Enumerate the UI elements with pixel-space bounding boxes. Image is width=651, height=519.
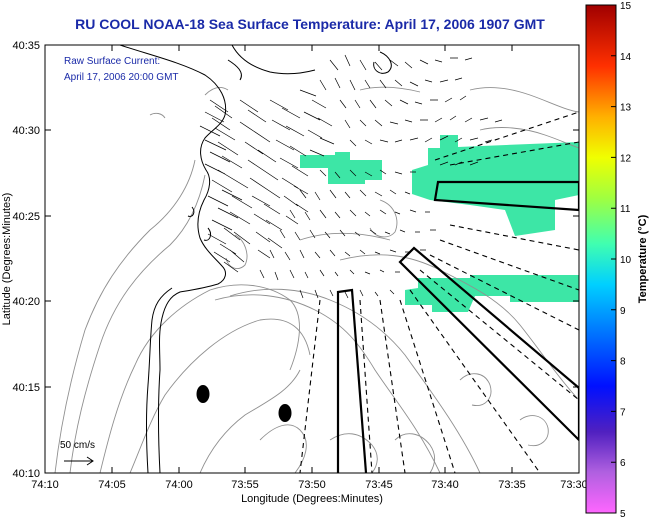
y-tick-label: 40:15 <box>12 382 40 394</box>
x-tick-label: 74:10 <box>31 479 59 491</box>
y-tick-label: 40:30 <box>12 125 40 137</box>
y-tick-label: 40:20 <box>12 296 40 308</box>
radar-site-marker-1 <box>196 385 210 403</box>
colorbar-tick-label: 15 <box>620 1 632 12</box>
colorbar-tick-label: 12 <box>620 153 632 164</box>
surface-current-vectors <box>199 54 503 299</box>
colorbar-tick-label: 11 <box>620 204 631 215</box>
axis-ticks <box>44 44 580 474</box>
y-tick-label: 40:35 <box>12 40 40 52</box>
x-tick-label: 74:00 <box>165 479 193 491</box>
y-tick-labels: 40:35 40:30 40:25 40:20 40:15 40:10 <box>12 40 40 480</box>
radar-coverage-lines <box>299 111 579 473</box>
y-tick-label: 40:10 <box>12 468 40 480</box>
colorbar-tick-label: 6 <box>620 458 626 469</box>
annotation-line-2: April 17, 2006 20:00 GMT <box>64 72 179 83</box>
y-tick-label: 40:25 <box>12 211 40 223</box>
scale-label: 50 cm/s <box>60 440 95 451</box>
colorbar-tick-label: 9 <box>620 306 626 317</box>
colorbar-label: Temperature (°C) <box>637 214 649 303</box>
x-tick-labels: 74:10 74:05 74:00 73:55 73:50 73:45 73:4… <box>31 479 588 491</box>
map-title: RU COOL NOAA-18 Sea Surface Temperature:… <box>75 16 545 32</box>
x-axis-label: Longitude (Degrees:Minutes) <box>241 493 383 505</box>
x-tick-label: 73:40 <box>431 479 459 491</box>
x-tick-label: 73:35 <box>498 479 526 491</box>
scale-arrow <box>64 456 94 466</box>
colorbar <box>585 4 617 514</box>
coastline <box>119 45 392 473</box>
colorbar-tick-label: 8 <box>620 357 626 368</box>
colorbar-tick-label: 7 <box>620 407 626 418</box>
y-axis-label: Latitude (Degrees:Minutes) <box>1 193 13 326</box>
colorbar-ticks <box>611 4 616 514</box>
x-tick-label: 74:05 <box>98 479 126 491</box>
x-tick-label: 73:30 <box>560 479 588 491</box>
plot-area <box>45 45 579 473</box>
colorbar-tick-labels: 15 14 13 12 11 10 9 8 7 6 5 <box>620 1 632 519</box>
x-tick-label: 73:50 <box>298 479 326 491</box>
colorbar-tick-label: 13 <box>620 103 632 114</box>
colorbar-tick-label: 10 <box>620 255 632 266</box>
sst-patches <box>300 135 579 312</box>
x-tick-label: 73:55 <box>231 479 259 491</box>
colorbar-tick-label: 5 <box>620 509 626 519</box>
x-tick-label: 73:45 <box>365 479 393 491</box>
radar-outline-boxes <box>336 180 579 473</box>
annotation-line-1: Raw Surface Current: <box>64 56 160 67</box>
colorbar-tick-label: 14 <box>620 52 632 63</box>
radar-site-marker-2 <box>278 404 292 422</box>
